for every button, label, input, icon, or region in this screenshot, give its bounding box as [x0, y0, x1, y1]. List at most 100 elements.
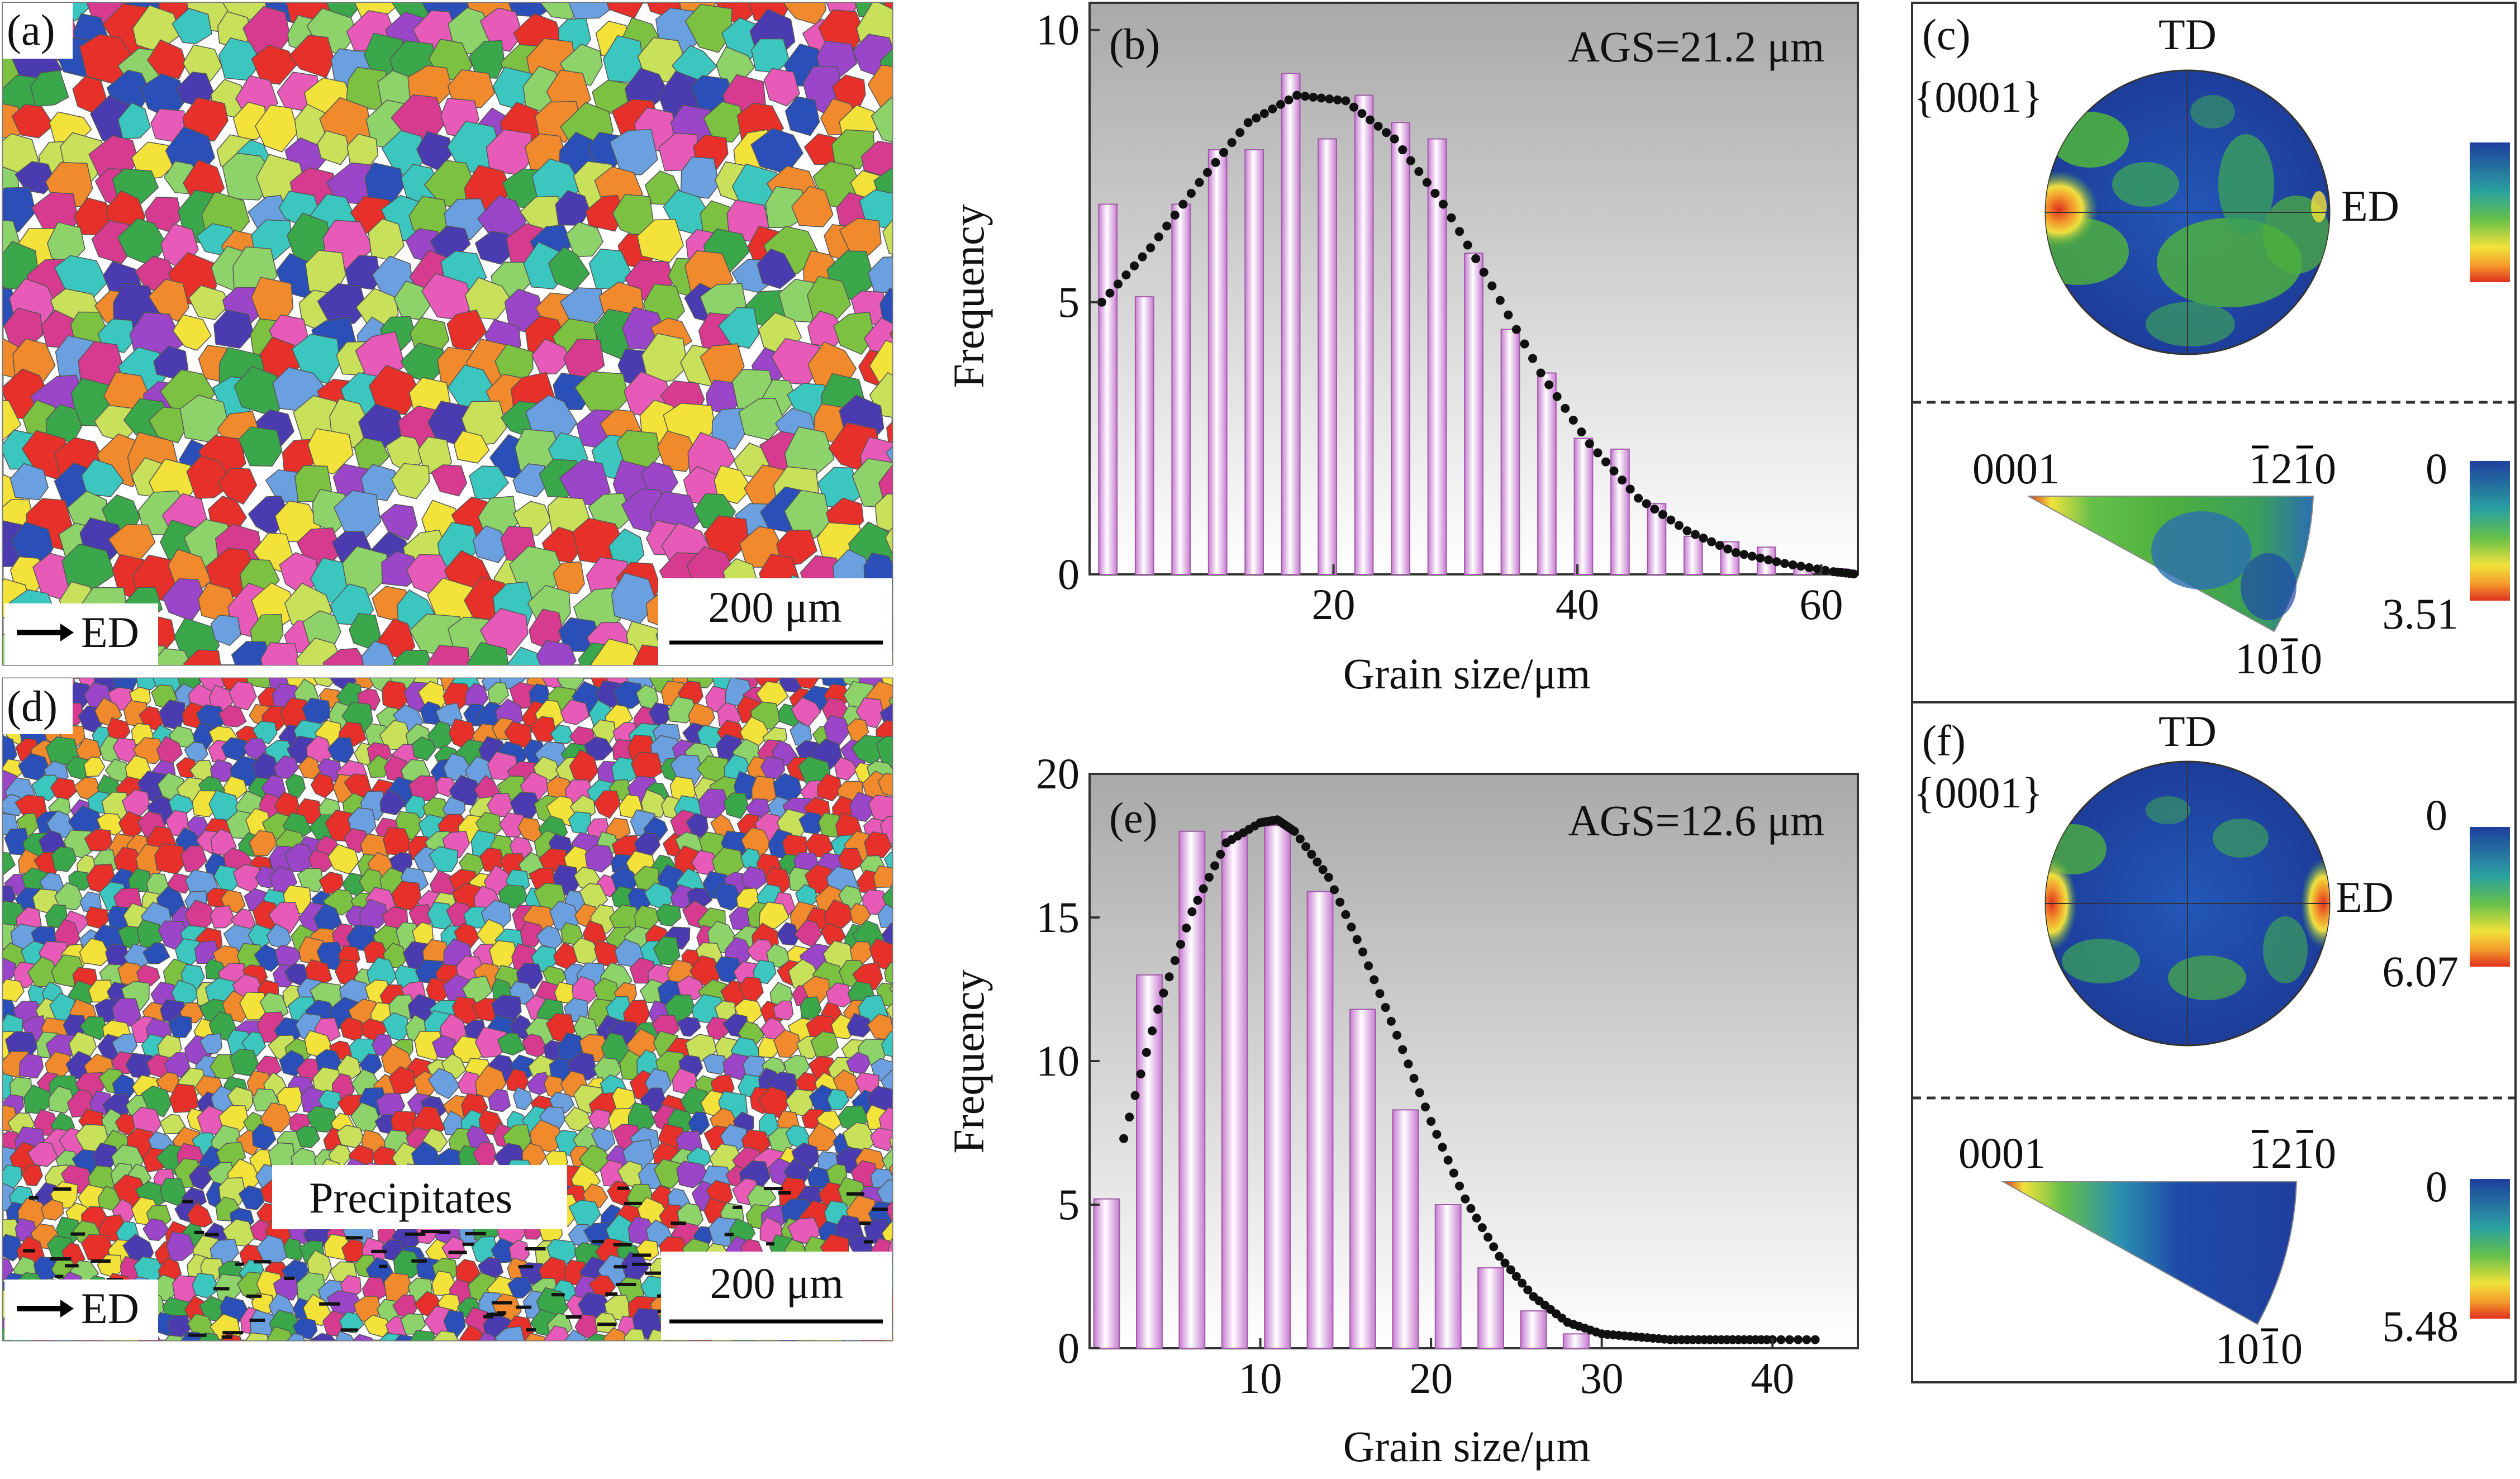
panel-b-fit-point [1593, 448, 1603, 458]
grain [3, 978, 25, 1002]
grain [339, 1311, 364, 1334]
panel-b-xlabel: Grain size/μm [1343, 649, 1591, 698]
grain [186, 455, 233, 499]
panel-b-fit-point [1146, 243, 1156, 253]
panel-f-ipf-colorbar [2470, 1179, 2510, 1319]
grain [388, 1066, 416, 1095]
grain [807, 1122, 839, 1152]
panel-e-ags-label: AGS=12.6 μm [1568, 796, 1824, 845]
panel-b-fit-point [1422, 178, 1432, 187]
grain [287, 1333, 305, 1340]
grain [826, 1088, 850, 1110]
panel-e-fit-point [1142, 1048, 1151, 1057]
panel-c-td-label: TD [2158, 10, 2217, 59]
precipitate-mark [91, 1259, 111, 1263]
grain [223, 776, 248, 800]
panel-b-fit-point [1341, 96, 1351, 106]
panel-b-xtick-label: 40 [1556, 580, 1599, 629]
panel-b-fit-point [1715, 541, 1724, 550]
panel-b-fit-point [1373, 121, 1383, 131]
panel-f-ipf-bottom: 1010 [2215, 1324, 2303, 1373]
grain [510, 792, 540, 819]
panel-b-bar [1134, 296, 1154, 575]
panel-e-fit-point [1176, 939, 1185, 949]
grain [151, 648, 192, 665]
grain [27, 1142, 59, 1167]
grain [560, 699, 590, 725]
grain [898, 76, 929, 113]
grain [172, 314, 212, 351]
grain [379, 1333, 401, 1340]
panel-e-xtick-label: 30 [1580, 1354, 1624, 1402]
ipf-c-digit-1: 1 [2249, 444, 2271, 493]
grain [412, 736, 436, 761]
grain [487, 682, 510, 705]
panel-b-fit-point [1113, 279, 1123, 289]
panel-e-fit-point [1483, 1233, 1492, 1242]
panel-b-fit-point [1447, 213, 1456, 222]
panel-e-fit-point [1398, 1045, 1408, 1054]
ipf-f-digit-1: 1 [2249, 1129, 2271, 1177]
panel-e-fit-point [1159, 988, 1168, 998]
grain [613, 681, 643, 710]
grain [898, 496, 934, 534]
grain [603, 1327, 629, 1340]
panel-e-fit-point [1187, 907, 1197, 916]
grain [238, 426, 283, 467]
panel-b-fit-point [1406, 156, 1415, 165]
grain [641, 332, 688, 384]
grain [588, 493, 633, 529]
panel-b-fit-point [1349, 102, 1358, 112]
grain [317, 283, 368, 326]
precipitate-mark [518, 1265, 534, 1269]
panel-b-fit-point [1195, 178, 1204, 187]
grain [591, 638, 646, 665]
grain [246, 1332, 269, 1340]
precipitate-mark [246, 1294, 262, 1298]
grain [359, 898, 387, 929]
grain [640, 789, 669, 819]
grain [183, 649, 221, 665]
precipitate-mark [462, 1242, 474, 1246]
grain [886, 651, 892, 665]
panel-b-fit-point [1186, 189, 1196, 198]
panel-e-fit-point [1318, 865, 1328, 874]
panel-d-ed-arrowhead-icon [60, 1300, 74, 1318]
precipitate-mark [632, 1253, 652, 1257]
grain [896, 137, 942, 180]
panel-b-fit-point [1601, 457, 1610, 467]
grain [536, 640, 577, 665]
grain [849, 792, 877, 822]
panel-e-bar [1520, 1310, 1547, 1349]
grain [817, 773, 842, 802]
grain [498, 884, 529, 909]
grain [283, 1238, 305, 1261]
panel-b-fit-point [1178, 199, 1188, 209]
panel-e-fit-point [1810, 1335, 1820, 1344]
panel-e-fit-point [1324, 873, 1333, 882]
grain [51, 846, 77, 872]
grain [838, 848, 864, 871]
grain [891, 949, 892, 952]
panel-b-fit-point [1699, 534, 1708, 543]
panel-e-fit-point [1153, 1005, 1163, 1014]
grain [741, 865, 767, 890]
panel-b-fit-point [1739, 550, 1749, 559]
panel-b-fit-point [1455, 227, 1465, 236]
precipitate-mark [846, 1192, 864, 1196]
grain [847, 1012, 873, 1038]
grain [260, 642, 301, 665]
panel-e-bar [1178, 830, 1206, 1349]
grain [260, 1102, 292, 1133]
panel-e-fit-point [1204, 873, 1214, 882]
precipitate-mark [235, 1262, 245, 1266]
panel-e-bar [1434, 1204, 1462, 1349]
panel-e-fit-point [1438, 1143, 1447, 1152]
panel-b-fit-point [1105, 288, 1115, 298]
panel-e-fit-point [1347, 922, 1356, 932]
grain [218, 705, 247, 727]
grain [516, 962, 544, 989]
panel-b-fit-point [1243, 118, 1253, 127]
grain [227, 1086, 254, 1111]
precipitate-mark [486, 1312, 505, 1316]
